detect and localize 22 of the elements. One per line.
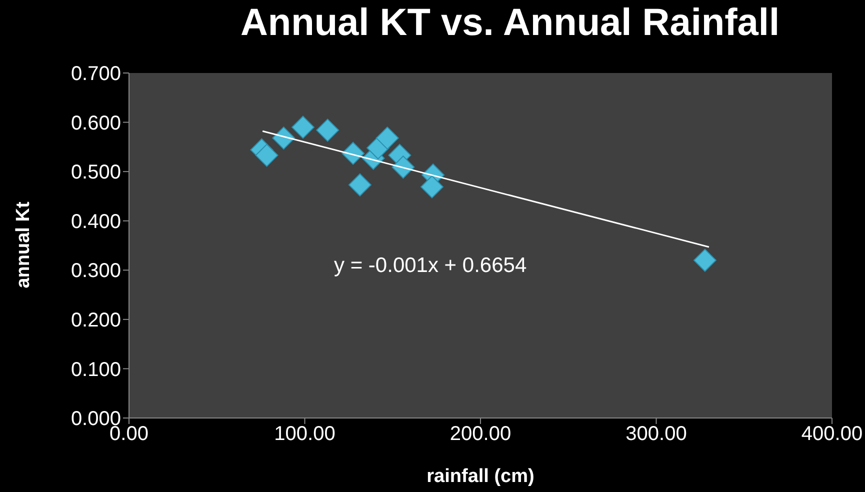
point	[348, 173, 372, 196]
point	[420, 175, 444, 198]
point	[291, 116, 314, 139]
y-axis-title: annual Kt	[13, 202, 35, 288]
x-tick-label: 300.00	[626, 423, 687, 446]
y-tick-label: 0.300	[70, 260, 121, 282]
x-tick-label: 400.00	[801, 423, 863, 446]
point	[255, 144, 278, 167]
point	[376, 126, 399, 150]
y-tick-label: 0.600	[70, 112, 121, 134]
y-tick-label: 0.500	[70, 162, 121, 184]
point	[316, 118, 340, 142]
y-tick-label: 0.400	[70, 210, 121, 233]
y-tick-label: 0.100	[70, 358, 121, 381]
chart-title: Annual KT vs. Annual Rainfall	[239, 2, 781, 45]
annotation: y = -0.001x + 0.6654	[334, 254, 527, 278]
point	[693, 248, 716, 272]
x-tick-label: 200.00	[450, 423, 512, 446]
y-tick-label: 0.700	[70, 63, 121, 86]
y-tick-label: 0.200	[70, 310, 121, 332]
x-tick-label: 100.00	[274, 423, 336, 446]
x-axis-title: rainfall (cm)	[426, 466, 536, 488]
